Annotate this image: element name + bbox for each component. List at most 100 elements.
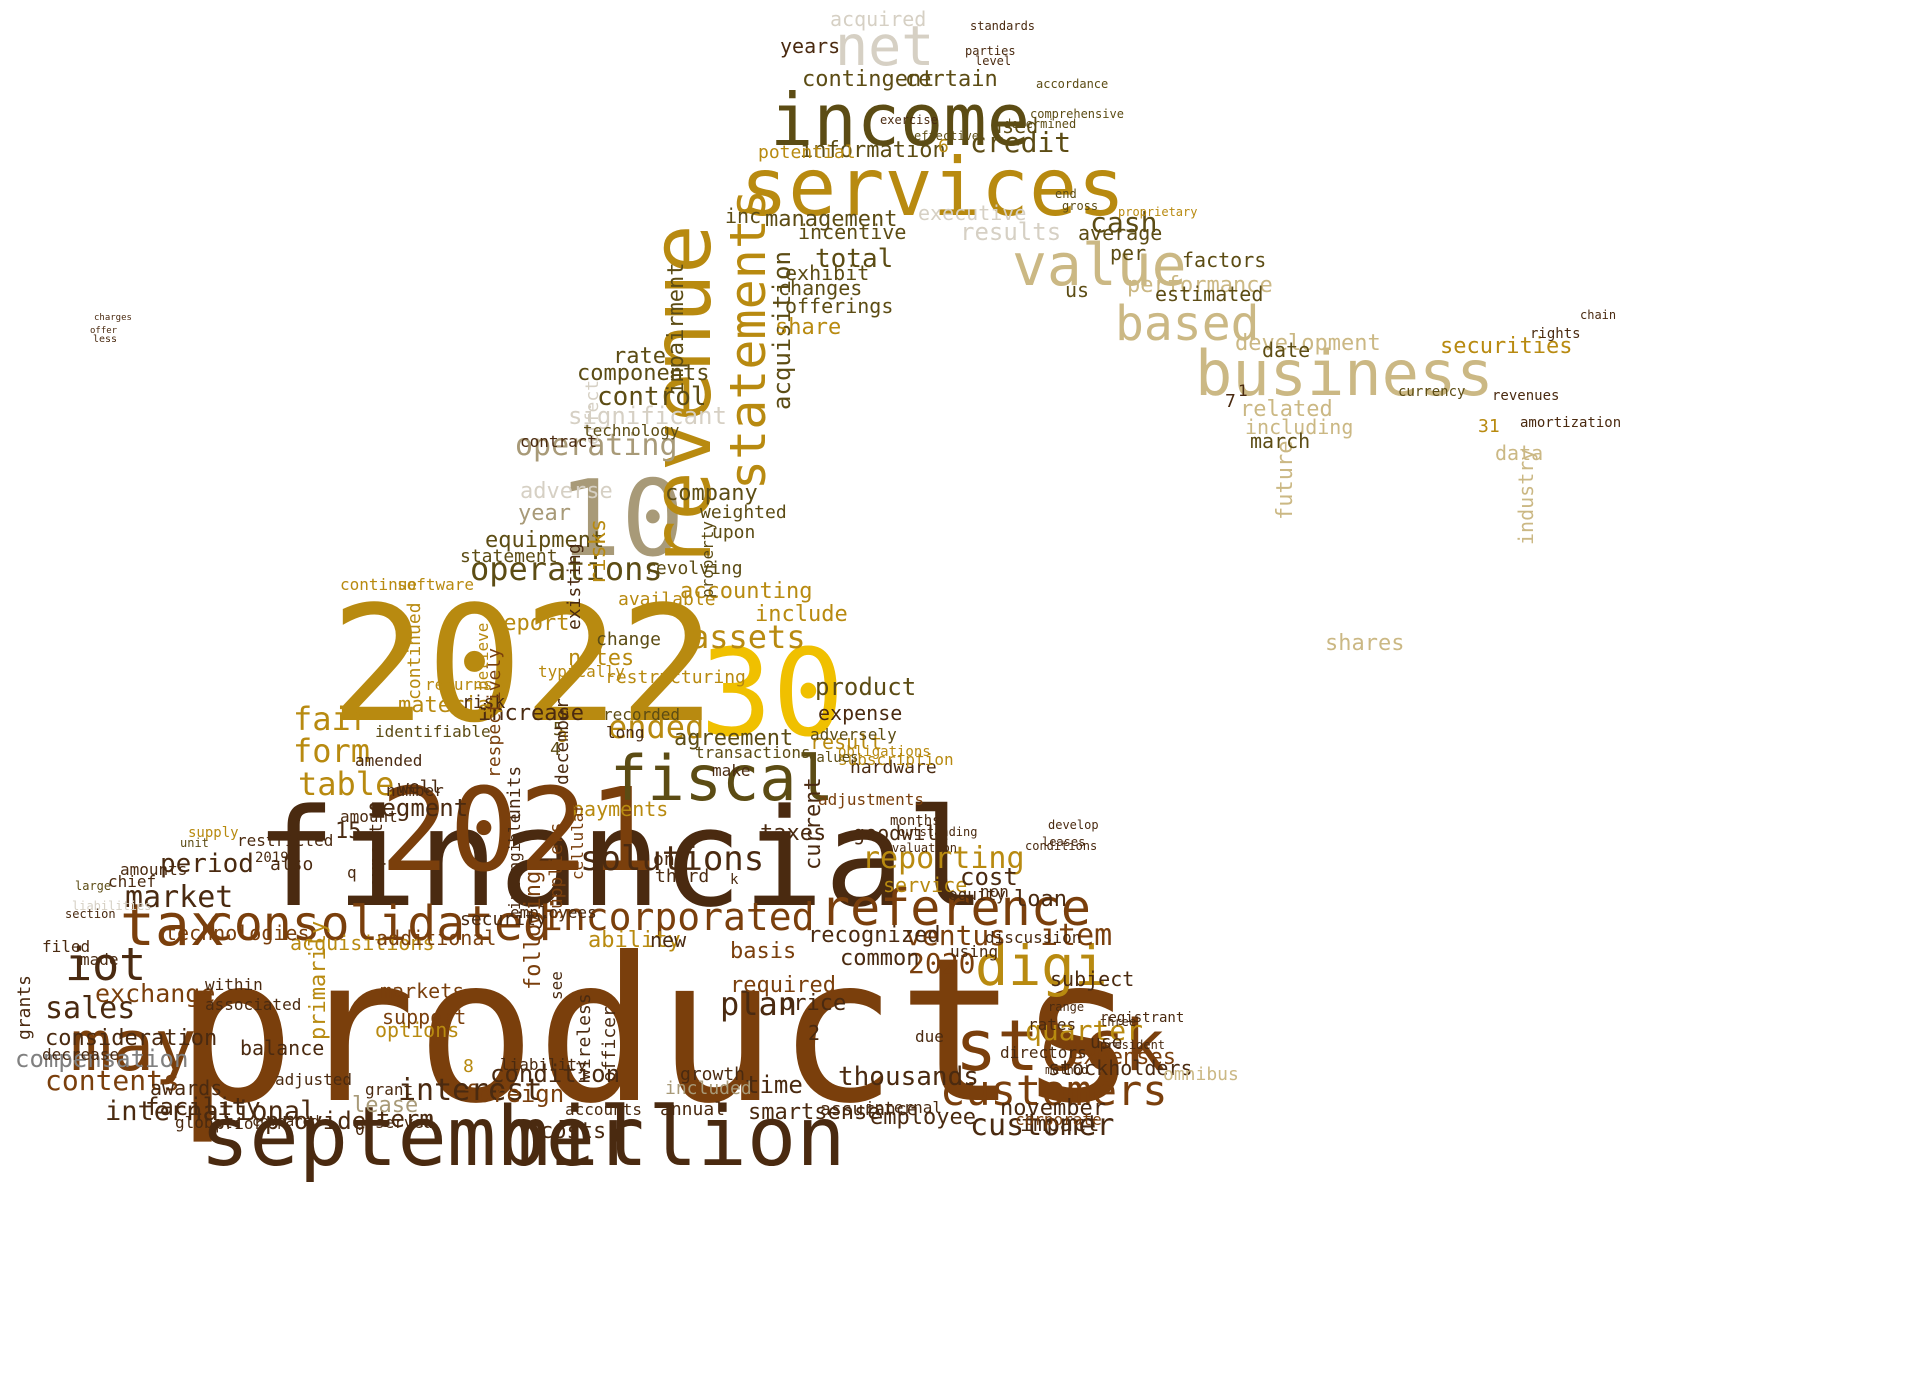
cloud-word-security: security [460,909,547,930]
cloud-word-including: including [1245,415,1353,439]
cloud-word-date: date [1262,338,1310,362]
cloud-word-amounts: amounts [120,860,187,879]
cloud-word-leases: leases [1042,835,1085,849]
cloud-word-industry: industry [1514,449,1538,545]
cloud-word-primarily: primarily [306,921,331,1040]
cloud-word-control: control [597,382,707,412]
cloud-word-may: may [70,1005,196,1087]
cloud-word-unit: unit [180,836,209,850]
cloud-word-income: income [770,78,1030,162]
cloud-word-employees: employees [510,903,597,922]
cloud-word-consideration: consideration [45,1026,217,1051]
cloud-word-values: values [808,750,859,766]
cloud-word-provide: provide [265,1107,366,1135]
cloud-word-suppliers: suppliers [546,822,567,920]
cloud-word-incentive: incentive [798,220,906,244]
cloud-word-interest: interest [398,1073,543,1108]
cloud-word-non: non [980,882,1009,901]
cloud-word-contents: contents [45,1064,180,1097]
cloud-word-standards: standards [970,19,1035,33]
cloud-word-subscription: subscription [838,750,954,769]
cloud-word-annual: annual [660,1099,725,1120]
cloud-word-assets: assets [690,618,806,656]
cloud-word-goodwill: goodwill [853,821,949,845]
cloud-word-services: services [740,141,1125,234]
cloud-word-offerings: offerings [785,294,893,318]
cloud-word-potential: potential [758,142,856,163]
cloud-word-2021: 2021 [380,764,657,898]
cloud-word-2020: 2020 [908,947,975,980]
cloud-word-associated: associated [205,995,301,1014]
cloud-word-support: support [382,1005,466,1029]
cloud-word-exchange: exchange [95,979,215,1008]
cloud-word-obligations: obligations [838,744,931,760]
cloud-word-served: served [375,1113,433,1132]
cloud-word-develop: develop [1048,818,1099,832]
cloud-word-technology: technology [583,421,680,440]
cloud-word-based: based [1115,296,1260,352]
cloud-word-global: global [175,1113,233,1132]
cloud-word-continued: continued [404,602,425,700]
cloud-word-equity: equity [948,885,1006,904]
cloud-word-foreign: foreign [463,1080,564,1108]
cloud-word-range: range [1048,1000,1084,1014]
cloud-word-available: available [618,589,716,610]
cloud-word-information: information [800,138,946,163]
cloud-word-10: 10 [558,458,684,580]
cloud-word-within: within [205,975,263,994]
cloud-word-contract: contract [520,432,597,451]
cloud-word-chief: chief [108,872,156,891]
cloud-word-products: products [175,915,1138,1148]
cloud-word-adversely: adversely [810,725,897,744]
cloud-word-changes: changes [778,276,862,300]
cloud-word-respectively: respectively [484,648,505,778]
cloud-word-years: years [780,34,840,58]
cloud-word-grant: grant [365,1080,413,1099]
cloud-word-liabilities: liabilities [72,899,151,913]
cloud-word-solutions: solutions [580,839,764,879]
cloud-word-made: made [80,950,119,969]
cloud-word-intangible: intangible [505,814,524,910]
cloud-word-million: million [500,1090,846,1185]
cloud-word-registrant: registrant [1100,1010,1184,1026]
cloud-word-term: term [376,1105,434,1133]
cloud-word-statement: statement [460,546,558,567]
cloud-word-year: year [518,501,571,526]
cloud-word-item: item [1040,918,1112,953]
cloud-word-iot: iot [65,938,146,991]
cloud-word-shares: shares [1325,631,1404,656]
cloud-word-international: international [105,1096,316,1127]
cloud-word-business: business [1195,337,1494,410]
cloud-word-currency: currency [1398,384,1465,400]
cloud-word-notes: notes [568,646,634,671]
cloud-word-gross: gross [1062,199,1098,213]
cloud-word-1: 1 [1238,381,1248,400]
cloud-word-ended: ended [608,708,704,746]
cloud-word-credit: credit [970,126,1071,159]
cloud-word-valuation: valuation [892,841,957,855]
cloud-word-contingent: contingent [802,67,934,92]
cloud-word-average: average [1078,221,1162,245]
cloud-word-end: end [1055,187,1077,201]
cloud-word-factors: factors [1182,248,1266,272]
cloud-word-well: well [398,777,441,798]
cloud-word-march: march [1250,429,1310,453]
cloud-word-exercise: exercise [880,113,938,127]
cloud-word-supply: supply [188,825,239,841]
cloud-word-quarter: quarter [1025,1014,1143,1047]
cloud-word-operations: operations [470,550,663,588]
cloud-word-rate: rate [613,344,666,369]
cloud-word-consolidated: consolidated [205,896,552,952]
cloud-word-property: property [698,521,717,598]
cloud-word-cellular: cellular [568,803,587,880]
cloud-word-executive: executive [918,201,1026,225]
cloud-word-ventus: ventus [905,919,1006,952]
cloud-word-filed: filed [42,937,90,956]
cloud-word-transactions: transactions [695,743,811,762]
cloud-word-current: current [801,777,826,870]
cloud-word-digi: digi [975,934,1107,998]
cloud-word-accordance: accordance [1036,77,1108,91]
cloud-word-2: 2 [808,1021,820,1045]
cloud-word-following: following [521,871,546,990]
